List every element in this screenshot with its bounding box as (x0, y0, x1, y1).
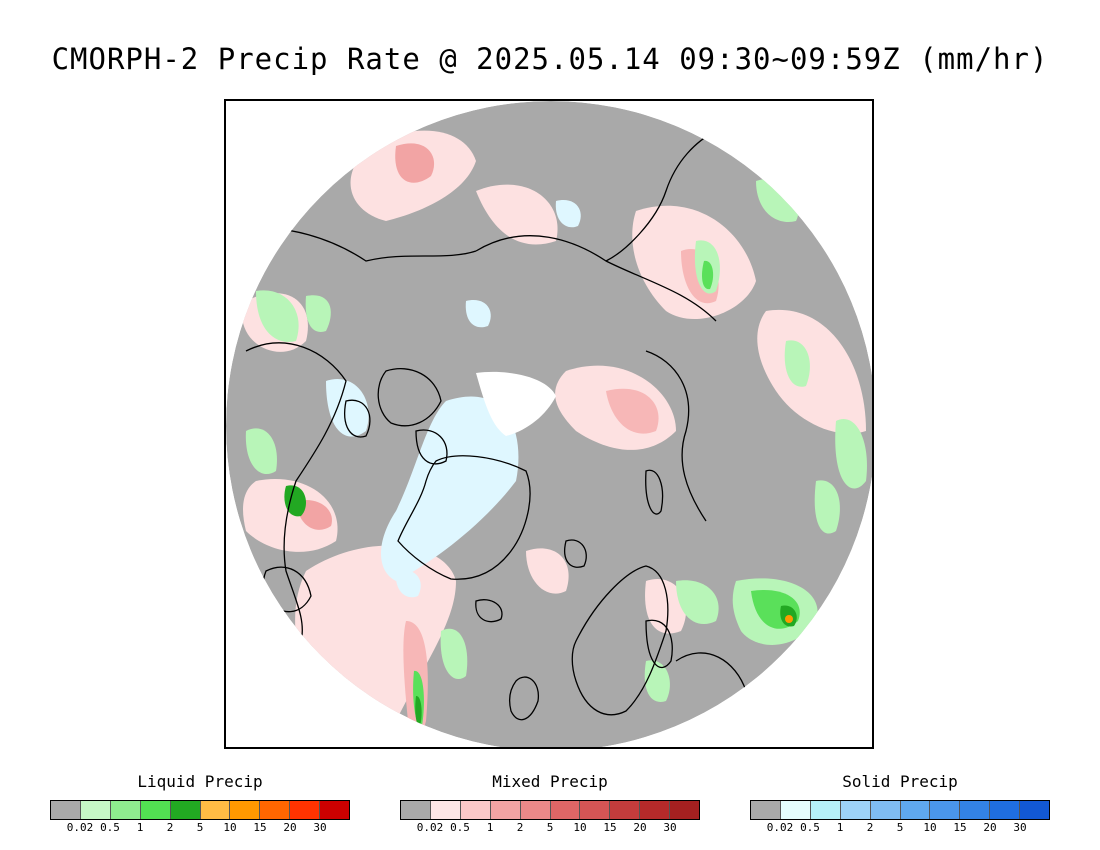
legend-tick-label: 5 (896, 821, 904, 834)
legend-title: Liquid Precip (137, 772, 263, 791)
legend-tick-label: 5 (196, 821, 204, 834)
polar-map-canvas (226, 101, 872, 747)
legend-swatch (780, 801, 811, 819)
map-title: CMORPH-2 Precip Rate @ 2025.05.14 09:30~… (51, 42, 1049, 76)
legend-tick-label: 0.5 (100, 821, 120, 834)
legend-swatch (230, 801, 261, 819)
legend-tick-label: 5 (546, 821, 554, 834)
legend-swatch (140, 801, 171, 819)
legend-solid: Solid Precip 0.02 0.5 1 2 5 10 15 20 30 (750, 772, 1050, 835)
legend-swatch (1020, 801, 1050, 819)
legend-swatch (751, 801, 781, 819)
legend-tick-label: 15 (603, 821, 617, 834)
legend-tick-label: 0.02 (66, 821, 94, 834)
legend-swatch (610, 801, 641, 819)
legend-tick-label: 30 (663, 821, 677, 834)
legend-swatch (460, 801, 491, 819)
precip-map (224, 99, 874, 749)
legend-swatch (960, 801, 991, 819)
legend-swatch (260, 801, 291, 819)
legend-liquid: Liquid Precip 0.02 0.5 1 2 5 10 15 20 30 (50, 772, 350, 835)
legend-swatch (580, 801, 611, 819)
legend-tick-label: 10 (573, 821, 587, 834)
legend-tick-label: 10 (923, 821, 937, 834)
legend-tick-label: 20 (983, 821, 997, 834)
legend-tick-label: 0.5 (800, 821, 820, 834)
legend-tick-label: 2 (516, 821, 524, 834)
legend-tick-label: 0.5 (450, 821, 470, 834)
legend-color-bar (750, 800, 1050, 820)
legend-title: Solid Precip (842, 772, 958, 791)
legend-swatch (930, 801, 961, 819)
legend-tick-label: 20 (283, 821, 297, 834)
legend-color-bar (50, 800, 350, 820)
legend-tick-label: 0.02 (416, 821, 444, 834)
legend-swatch (401, 801, 431, 819)
legend-swatch (80, 801, 111, 819)
legend-title: Mixed Precip (492, 772, 608, 791)
legend-swatch (640, 801, 671, 819)
legend-tick-label: 30 (313, 821, 327, 834)
legend-swatch (200, 801, 231, 819)
legend-tick-label: 1 (136, 821, 144, 834)
solid-precip-areas (326, 200, 581, 598)
legend-ticks: 0.02 0.5 1 2 5 10 15 20 30 (400, 821, 700, 835)
legend-swatch (170, 801, 201, 819)
legend-tick-label: 15 (953, 821, 967, 834)
legend-swatch (840, 801, 871, 819)
legend-tick-label: 15 (253, 821, 267, 834)
legend-color-bar (400, 800, 700, 820)
legend-swatch (670, 801, 700, 819)
legend-swatch (490, 801, 521, 819)
legend-mixed: Mixed Precip 0.02 0.5 1 2 5 10 15 20 30 (400, 772, 700, 835)
legend-swatch (990, 801, 1021, 819)
legend-ticks: 0.02 0.5 1 2 5 10 15 20 30 (750, 821, 1050, 835)
legend-tick-label: 1 (836, 821, 844, 834)
legend-swatch (320, 801, 350, 819)
legend-ticks: 0.02 0.5 1 2 5 10 15 20 30 (50, 821, 350, 835)
legend-swatch (870, 801, 901, 819)
coastlines (235, 130, 747, 747)
legend-tick-label: 2 (866, 821, 874, 834)
legend-swatch (520, 801, 551, 819)
no-data-area (476, 371, 556, 436)
legend-tick-label: 30 (1013, 821, 1027, 834)
legend-swatch (430, 801, 461, 819)
legend-swatch (900, 801, 931, 819)
legend-swatch (290, 801, 321, 819)
legend-tick-label: 10 (223, 821, 237, 834)
legend-tick-label: 1 (486, 821, 494, 834)
legend-tick-label: 20 (633, 821, 647, 834)
legend-swatch (110, 801, 141, 819)
legend-swatch (810, 801, 841, 819)
legend-tick-label: 0.02 (766, 821, 794, 834)
legend-swatch (51, 801, 81, 819)
legend-swatch (550, 801, 581, 819)
legend-tick-label: 2 (166, 821, 174, 834)
